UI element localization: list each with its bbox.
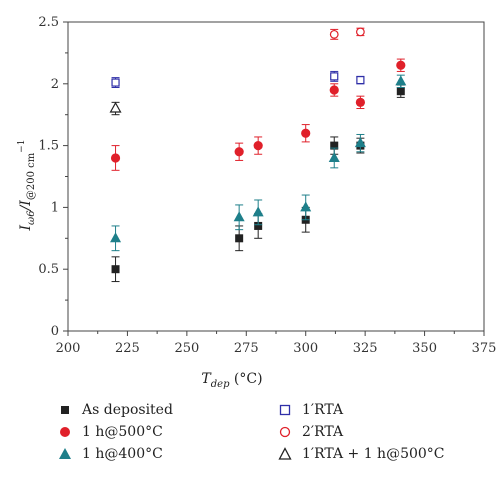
legend-label: 1 h@500°C bbox=[82, 424, 163, 440]
x-tick-label: 375 bbox=[472, 341, 497, 356]
series-triangle-filled bbox=[110, 74, 407, 252]
x-tick-label: 325 bbox=[353, 341, 378, 356]
y-tick-label: 1.5 bbox=[38, 139, 59, 154]
data-point bbox=[356, 75, 365, 85]
data-point bbox=[110, 153, 121, 163]
legend-item-1h-400c: 1 h@400°C bbox=[58, 446, 163, 462]
y-axis-title: Iω6/I@200 cm−1 bbox=[17, 140, 37, 232]
data-point bbox=[235, 234, 244, 243]
y-tick-label: 0 bbox=[51, 324, 59, 339]
x-axis-title-main: T bbox=[201, 371, 212, 387]
data-point bbox=[395, 75, 407, 86]
data-point bbox=[252, 206, 264, 217]
data-point bbox=[329, 85, 339, 95]
legend-label: As deposited bbox=[82, 402, 173, 418]
legend-marker-triangle-open bbox=[278, 447, 292, 461]
x-tick-label: 300 bbox=[293, 341, 318, 356]
series-square-filled bbox=[111, 84, 405, 283]
data-point bbox=[330, 72, 339, 81]
data-point bbox=[109, 101, 122, 113]
legend-marker-circle-open bbox=[278, 425, 292, 439]
legend-item-as-deposited: As deposited bbox=[58, 402, 173, 418]
y-axis-title-main: I bbox=[18, 224, 34, 231]
data-point bbox=[328, 151, 340, 162]
legend-item-1-rta: 1′RTA bbox=[278, 402, 343, 418]
data-point bbox=[330, 141, 339, 150]
legend-label: 1′RTA bbox=[302, 402, 344, 418]
chart-svg: 200 225 250 275 300 325 350 375 0 0.5 1 1.5 2 2.5 Td… bbox=[17, 15, 497, 390]
data-point bbox=[329, 29, 339, 39]
y-tick-label: 0.5 bbox=[38, 262, 59, 277]
plot-frame bbox=[67, 21, 485, 332]
x-axis-title-unit: (°C) bbox=[229, 371, 262, 387]
data-point bbox=[300, 201, 312, 212]
legend-label: 1′RTA + 1 h@500°C bbox=[302, 446, 445, 462]
data-point bbox=[355, 97, 365, 107]
x-axis: 200 225 250 275 300 325 350 375 bbox=[56, 331, 497, 356]
legend-item-1-rta-plus-1h-500c: 1′RTA + 1 h@500°C bbox=[278, 446, 445, 462]
data-point bbox=[396, 87, 405, 96]
legend-marker-circle-filled bbox=[58, 425, 72, 439]
plot-area-border bbox=[67, 21, 485, 332]
x-axis-title-sub: dep bbox=[211, 379, 230, 390]
legend-item-2-rta: 2′RTA bbox=[278, 424, 343, 440]
legend-item-1h-500c: 1 h@500°C bbox=[58, 424, 163, 440]
data-points bbox=[109, 27, 407, 283]
y-axis-title-sub1: ω6 bbox=[26, 210, 37, 225]
data-point bbox=[396, 60, 406, 70]
x-tick-label: 225 bbox=[115, 341, 140, 356]
legend-marker-triangle-filled bbox=[58, 447, 72, 461]
y-axis: 0 0.5 1 1.5 2 2.5 bbox=[38, 15, 68, 339]
data-point bbox=[254, 221, 263, 230]
x-tick-label: 275 bbox=[234, 341, 259, 356]
y-axis-title-sup: −1 bbox=[17, 140, 27, 153]
legend-marker-square-filled bbox=[58, 403, 72, 417]
data-point bbox=[233, 211, 245, 222]
legend-label: 2′RTA bbox=[302, 424, 344, 440]
y-tick-label: 1 bbox=[51, 200, 59, 215]
data-point bbox=[301, 128, 311, 138]
data-point bbox=[355, 27, 365, 37]
y-tick-label: 2 bbox=[51, 77, 59, 92]
x-tick-label: 350 bbox=[412, 341, 437, 356]
y-axis-title-sub2: @200 cm bbox=[26, 152, 37, 200]
legend-marker-square-open bbox=[278, 403, 292, 417]
series-square-open bbox=[111, 70, 365, 89]
x-tick-label: 200 bbox=[56, 341, 81, 356]
y-tick-label: 2.5 bbox=[38, 15, 59, 30]
y-axis-title-sep: /I bbox=[18, 200, 34, 213]
data-point bbox=[111, 78, 120, 87]
series-circle-open bbox=[329, 27, 365, 40]
legend-label: 1 h@400°C bbox=[82, 446, 163, 462]
data-point bbox=[111, 265, 120, 274]
data-point bbox=[253, 141, 263, 151]
x-axis-title: Tdep (°C) bbox=[201, 371, 262, 390]
series-circle-filled bbox=[110, 58, 406, 171]
data-point bbox=[354, 137, 366, 148]
data-point bbox=[110, 232, 122, 243]
x-tick-label: 250 bbox=[174, 341, 199, 356]
legend: As deposited 1 h@500°C 1 h@400°C 1′RTA 2… bbox=[40, 396, 480, 476]
series-triangle-open bbox=[109, 101, 122, 116]
data-point bbox=[234, 147, 244, 157]
